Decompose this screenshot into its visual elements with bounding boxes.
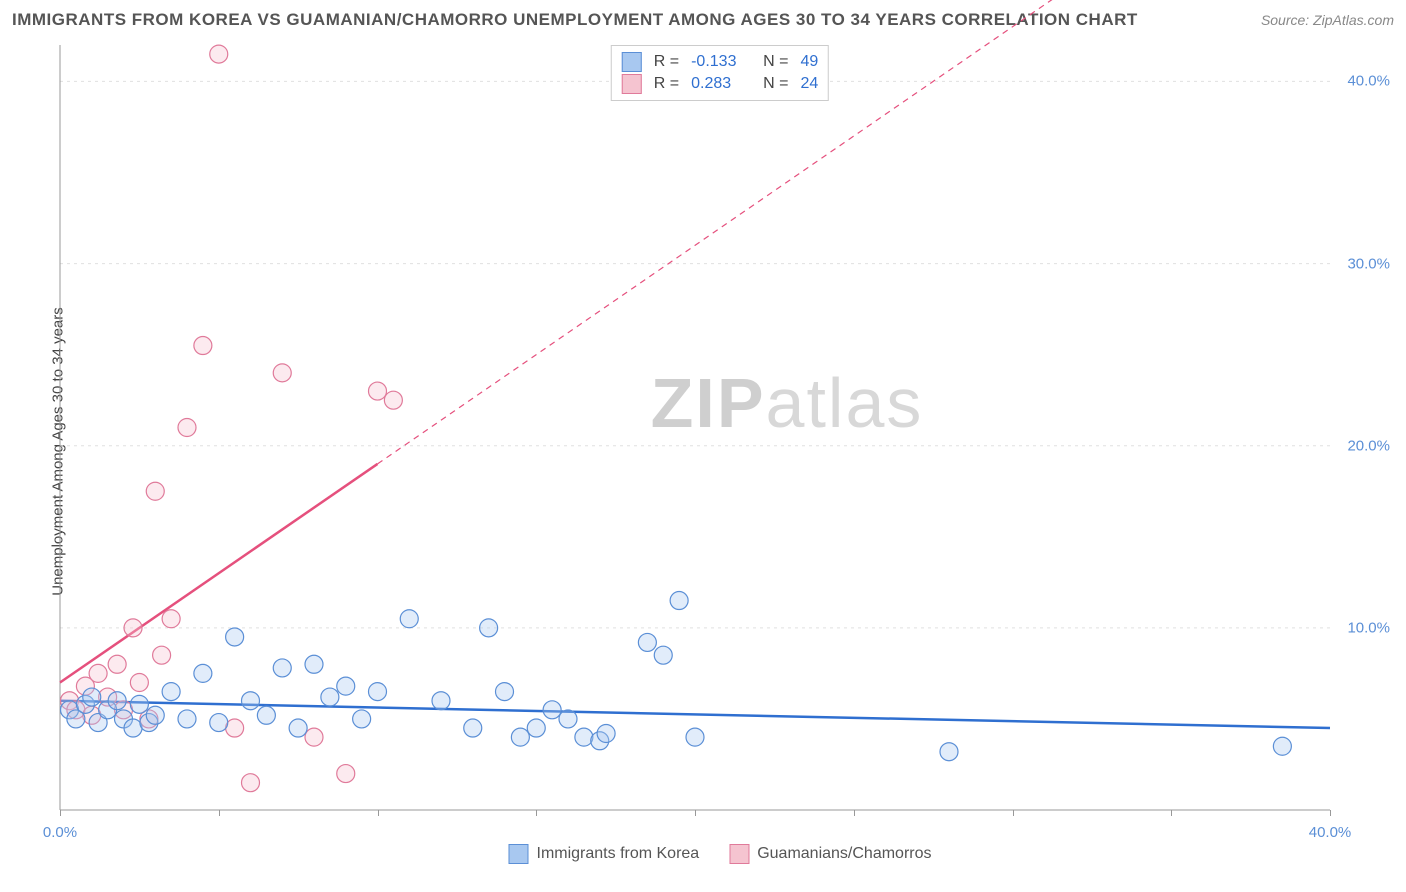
x-tick-mark [1013, 810, 1014, 816]
r-label-a: R = [654, 53, 679, 71]
n-value-b: 24 [800, 75, 818, 93]
chart-title: IMMIGRANTS FROM KOREA VS GUAMANIAN/CHAMO… [12, 10, 1138, 30]
legend-row-a: R = -0.133 N = 49 [622, 52, 818, 72]
x-tick-mark [60, 810, 61, 816]
swatch-b-bottom [729, 844, 749, 864]
x-tick-mark [536, 810, 537, 816]
plot-area: Unemployment Among Ages 30 to 34 years Z… [50, 45, 1390, 840]
chart-svg [50, 45, 1390, 840]
r-value-b: 0.283 [691, 75, 751, 93]
legend-item-b: Guamanians/Chamorros [729, 844, 931, 864]
y-tick-label: 20.0% [1347, 437, 1390, 454]
y-tick-label: 30.0% [1347, 255, 1390, 272]
series-b-name: Guamanians/Chamorros [757, 845, 931, 863]
swatch-a-bottom [508, 844, 528, 864]
x-tick-label: 40.0% [1309, 824, 1352, 841]
y-tick-label: 10.0% [1347, 619, 1390, 636]
x-tick-label: 0.0% [43, 824, 77, 841]
legend-item-a: Immigrants from Korea [508, 844, 699, 864]
x-tick-mark [1330, 810, 1331, 816]
legend-row-b: R = 0.283 N = 24 [622, 74, 818, 94]
y-tick-label: 40.0% [1347, 73, 1390, 90]
x-tick-mark [219, 810, 220, 816]
r-value-a: -0.133 [691, 53, 751, 71]
n-label-b: N = [763, 75, 788, 93]
n-value-a: 49 [800, 53, 818, 71]
n-label-a: N = [763, 53, 788, 71]
swatch-b [622, 74, 642, 94]
x-tick-mark [695, 810, 696, 816]
legend-series: Immigrants from Korea Guamanians/Chamorr… [508, 844, 931, 864]
legend-correlation: R = -0.133 N = 49 R = 0.283 N = 24 [611, 45, 829, 101]
x-tick-mark [1171, 810, 1172, 816]
series-a-name: Immigrants from Korea [536, 845, 699, 863]
source-label: Source: ZipAtlas.com [1261, 12, 1394, 28]
x-tick-mark [378, 810, 379, 816]
swatch-a [622, 52, 642, 72]
x-tick-mark [854, 810, 855, 816]
r-label-b: R = [654, 75, 679, 93]
